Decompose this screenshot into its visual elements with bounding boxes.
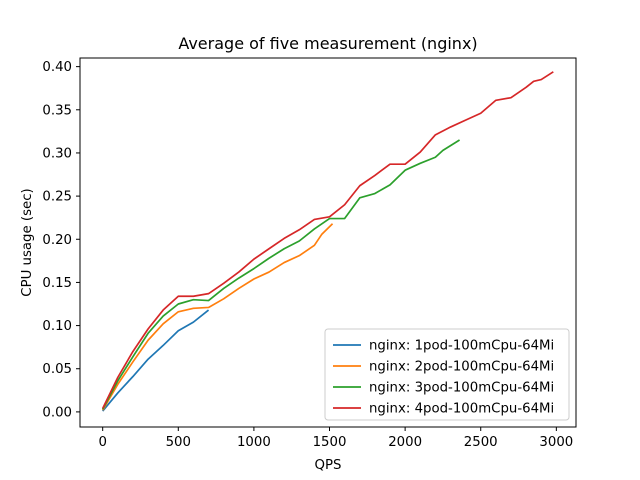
ticks-layer: 0 500 1000 1500 2000 2500 3000 0.00 0.05 0.10 0.15… [42, 60, 573, 450]
x-tick-label: 2000 [388, 435, 422, 450]
series-line-2 [101, 223, 334, 411]
y-tick-label: 0.15 [42, 276, 72, 291]
y-tick-label: 0.20 [42, 233, 72, 248]
x-tick-label: 2500 [464, 435, 498, 450]
x-axis-label: QPS [315, 458, 342, 473]
y-tick-label: 0.05 [42, 362, 72, 377]
x-tick-label: 3000 [539, 435, 573, 450]
axes-frame [79, 57, 577, 428]
x-tick-label: 500 [166, 435, 191, 450]
series-line-4 [101, 71, 554, 409]
legend: nginx: 1pod-100mCpu-64Mi nginx: 2pod-100m… [324, 328, 570, 421]
y-tick-label: 0.00 [42, 405, 72, 420]
series-layer [101, 71, 554, 412]
legend-entry-label: nginx: 3pod-100mCpu-64Mi [369, 381, 554, 396]
series-line-1 [102, 309, 210, 412]
x-tick-label: 0 [98, 435, 106, 450]
y-tick-label: 0.35 [42, 103, 72, 118]
legend-entry-label: nginx: 1pod-100mCpu-64Mi [369, 339, 554, 354]
legend-entry-label: nginx: 4pod-100mCpu-64Mi [369, 402, 554, 417]
x-tick-label: 1000 [237, 435, 271, 450]
x-tick-label: 1500 [313, 435, 347, 450]
y-tick-label: 0.40 [42, 60, 72, 75]
series-line-3 [101, 139, 461, 410]
y-axis-label: CPU usage (sec) [20, 188, 35, 296]
legend-entry-label: nginx: 2pod-100mCpu-64Mi [369, 360, 554, 375]
legend-box [324, 328, 570, 421]
y-tick-label: 0.25 [42, 190, 72, 205]
chart-title: Average of five measurement (nginx) [178, 34, 477, 53]
y-tick-label: 0.10 [42, 319, 72, 334]
y-tick-label: 0.30 [42, 146, 72, 161]
